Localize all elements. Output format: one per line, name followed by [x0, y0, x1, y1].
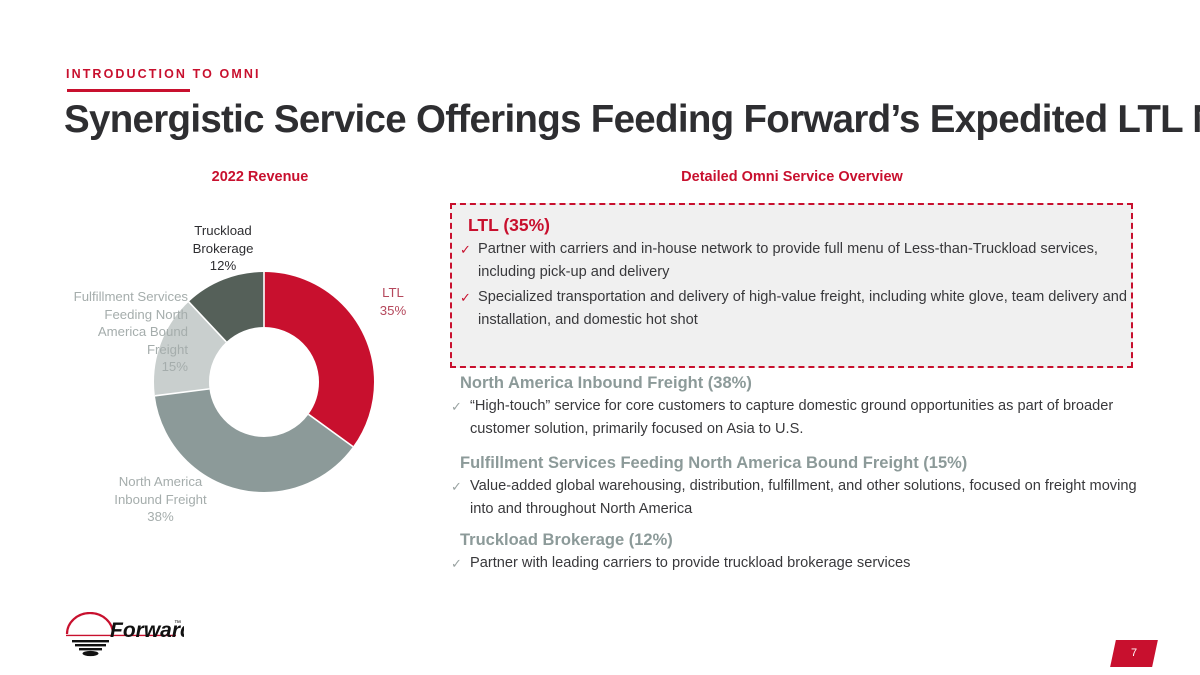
eyebrow-underline: [67, 89, 190, 92]
donut-slice-na-inbound: [154, 272, 374, 492]
list-item: ✓ Value-added global warehousing, distrib…: [450, 475, 1140, 521]
pie-label-fulfillment-services: Fulfillment Services Feeding North Ameri…: [38, 288, 188, 376]
page-title: Synergistic Service Offerings Feeding Fo…: [64, 98, 1200, 141]
service-section-na-inbound: North America Inbound Freight (38%) ✓ “Hi…: [450, 374, 1140, 443]
service-bullets: ✓ “High-touch” service for core customers…: [450, 395, 1140, 441]
list-item: ✓ “High-touch” service for core customers…: [450, 395, 1140, 441]
pie-label-line: Truckload: [194, 223, 252, 238]
page-number: 7: [1130, 647, 1138, 659]
bullet-text: Specialized transportation and delivery …: [478, 289, 1127, 328]
service-bullets: ✓ Partner with carriers and in-house netw…: [450, 238, 1140, 332]
service-heading: North America Inbound Freight (38%): [460, 374, 752, 392]
service-section-truckload: Truckload Brokerage (12%) ✓ Partner with …: [450, 531, 1140, 577]
pie-label-line: Feeding North: [104, 306, 188, 322]
list-item: ✓ Partner with carriers and in-house netw…: [450, 238, 1140, 284]
service-bullets: ✓ Partner with leading carriers to provid…: [450, 552, 1140, 575]
logo-wordmark: Forward: [110, 619, 184, 642]
ltl-highlight-box: [450, 203, 1133, 368]
revenue-donut-chart: [154, 272, 374, 492]
chart-title: 2022 Revenue: [211, 169, 309, 185]
logo-bar: [79, 648, 102, 651]
forward-logo-svg: Forward ™: [65, 612, 184, 657]
pie-label-value: 12%: [209, 258, 237, 273]
pie-label-truckload-brokerage: Truckload Brokerage 12%: [168, 222, 278, 275]
service-bullets: ✓ Value-added global warehousing, distrib…: [450, 475, 1140, 521]
logo-bar: [82, 650, 99, 657]
pie-label-line: America Bound: [97, 324, 188, 339]
pie-label-line: LTL: [382, 285, 404, 300]
check-icon: ✓: [460, 242, 471, 257]
forward-logo: Forward ™: [64, 612, 184, 658]
pie-label-value: 35%: [379, 302, 407, 318]
service-section-ltl: LTL (35%) ✓ Partner with carriers and in-…: [450, 215, 1140, 334]
service-heading: Truckload Brokerage (12%): [460, 531, 673, 549]
pie-label-value: 38%: [147, 509, 174, 524]
service-overview-title: Detailed Omni Service Overview: [681, 169, 903, 185]
pie-label-value: 15%: [161, 359, 188, 374]
service-heading: Fulfillment Services Feeding North Ameri…: [460, 454, 968, 472]
eyebrow-label: INTRODUCTION TO OMNI: [66, 67, 261, 81]
logo-arc-icon: [65, 612, 115, 635]
logo-bar: [75, 644, 106, 647]
logo-bar: [72, 640, 109, 643]
check-icon: ✓: [451, 399, 462, 414]
list-item: ✓ Specialized transportation and delivery…: [450, 286, 1140, 332]
pie-label-line: Inbound Freight: [114, 491, 207, 507]
pie-label-line: Freight: [146, 341, 188, 357]
bullet-text: Partner with carriers and in-house netwo…: [478, 241, 1098, 280]
pie-label-line: North America: [118, 474, 203, 489]
page-number-badge: 7: [1110, 640, 1158, 667]
bullet-text: Value-added global warehousing, distribu…: [470, 478, 1137, 517]
service-heading: LTL (35%): [468, 215, 550, 235]
bullet-text: “High-touch” service for core customers …: [470, 398, 1114, 437]
bullet-text: Partner with leading carriers to provide…: [470, 555, 911, 571]
check-icon: ✓: [451, 479, 462, 494]
donut-slice-fulfillment: [154, 272, 374, 492]
pie-label-ltl: LTL 35%: [358, 284, 428, 319]
check-icon: ✓: [460, 290, 471, 305]
donut-svg: [154, 272, 374, 492]
service-section-fulfillment: Fulfillment Services Feeding North Ameri…: [450, 454, 1140, 523]
check-icon: ✓: [451, 556, 462, 571]
pie-label-line: Fulfillment Services: [73, 289, 188, 304]
list-item: ✓ Partner with leading carriers to provid…: [450, 552, 1140, 575]
pie-label-line: Brokerage: [192, 240, 254, 256]
pie-label-na-inbound-freight: North America Inbound Freight 38%: [88, 473, 233, 526]
logo-tm: ™: [174, 620, 181, 627]
